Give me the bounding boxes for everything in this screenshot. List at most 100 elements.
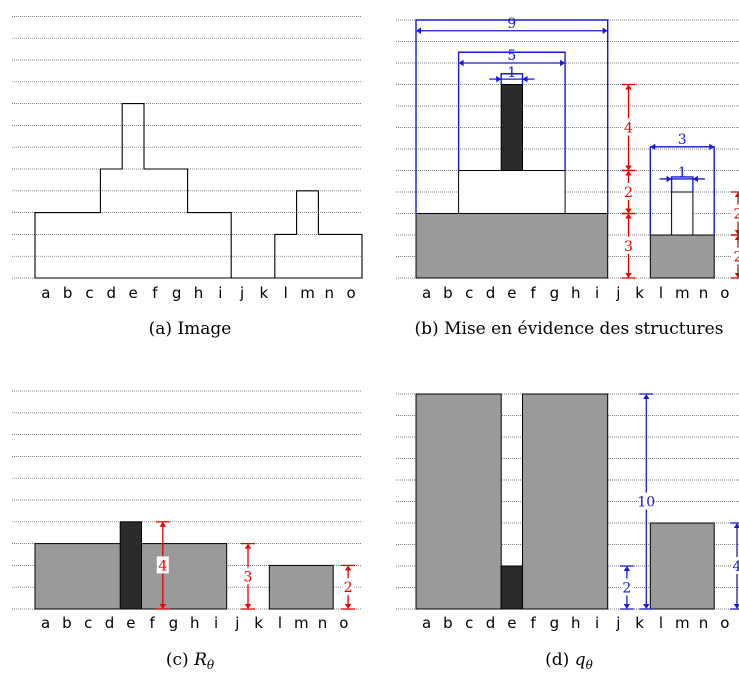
axis-letter: l <box>659 614 663 632</box>
axis-letter: i <box>218 284 222 302</box>
axis-letter: o <box>720 614 729 632</box>
arrow-head <box>692 175 698 183</box>
panel-image: a b c d e f g h i j k l m n o (a) Image <box>12 16 363 339</box>
axis-letter: k <box>635 614 644 632</box>
arrow-head <box>650 143 656 151</box>
dimension-label: 2 <box>624 185 633 201</box>
dimension-label: 3 <box>244 569 253 585</box>
axis-letter: j <box>615 284 620 302</box>
arrow-head <box>496 75 502 83</box>
arrow-head <box>159 521 166 527</box>
caption-symbol: R <box>193 650 207 670</box>
structure-block-base-right <box>649 234 715 279</box>
axis-letter: j <box>239 284 244 302</box>
arrow-head <box>623 604 631 609</box>
q-theta-block-right <box>649 522 715 610</box>
axis-letter: j <box>615 614 620 632</box>
axis-letter: o <box>339 614 348 632</box>
dimension-label: 2 <box>734 207 739 223</box>
r-theta-block-right <box>268 564 334 610</box>
arrow-head <box>709 143 715 151</box>
axis-letter: l <box>278 614 282 632</box>
dimension-label: 1 <box>507 65 516 81</box>
arrow-head <box>344 604 352 609</box>
arrow-head <box>733 523 739 528</box>
axis-letter: a <box>422 614 431 632</box>
arrow-head <box>623 566 631 571</box>
axis-letter: n <box>325 284 335 302</box>
axis-letter: h <box>571 614 581 632</box>
axis-letter: e <box>128 284 137 302</box>
axis-letter: o <box>720 284 729 302</box>
bracket-1-right <box>670 176 694 192</box>
axis-letter: m <box>294 614 309 632</box>
dimension-label-bg <box>732 247 739 265</box>
axis-letter: g <box>172 284 182 302</box>
arrow-head <box>733 604 739 609</box>
caption-symbol: q <box>575 650 586 670</box>
q-theta-block-left <box>415 393 502 610</box>
arrow-head <box>416 27 421 34</box>
axis-letter: l <box>284 284 288 302</box>
dimension-label-bg <box>731 557 739 574</box>
axis-letter: n <box>318 614 328 632</box>
dimension-label-bg <box>342 578 355 596</box>
dimension-label: 1 <box>678 165 687 181</box>
axis-letter: f <box>531 284 537 302</box>
axis-letter: d <box>107 284 117 302</box>
image-profile <box>34 103 363 279</box>
structure-block-peak <box>500 84 524 171</box>
arrow-head <box>244 543 252 549</box>
caption-tag: (a) <box>149 319 178 339</box>
axis-letter: d <box>105 614 115 632</box>
axis-letter: a <box>41 284 50 302</box>
dimension-label: 3 <box>678 132 687 148</box>
arrow-head <box>560 59 566 67</box>
axis-letter: g <box>550 614 560 632</box>
bracket-5 <box>457 51 566 171</box>
arrow-head <box>625 273 632 278</box>
axis-letter: b <box>62 614 72 632</box>
arrow-head <box>666 175 672 183</box>
axis-letter: i <box>595 284 599 302</box>
axis-letter: b <box>443 284 453 302</box>
arrow-head <box>643 394 650 399</box>
dimension-label-bg <box>622 183 635 200</box>
arrow-head <box>625 84 632 90</box>
axis-letter: c <box>465 614 473 632</box>
arrow-head <box>625 213 632 219</box>
dimension-label: 10 <box>637 495 655 511</box>
caption-text: Mise en évidence des structures <box>444 319 723 339</box>
structure-block-base <box>415 213 609 279</box>
axis-letter: m <box>300 284 315 302</box>
dimension-label: 2 <box>344 580 353 596</box>
dimension-label-bg <box>620 578 633 596</box>
axis-letter: d <box>486 614 496 632</box>
axis-letter: k <box>260 284 269 302</box>
arrow-head <box>625 208 632 214</box>
axis-letter: d <box>486 284 496 302</box>
axis-letter: m <box>675 284 690 302</box>
bracket-9 <box>415 19 609 214</box>
axis-letter: k <box>254 614 263 632</box>
axis-letter: k <box>635 284 644 302</box>
axis-letter: i <box>595 614 599 632</box>
arrow-head <box>522 75 528 83</box>
axis-letter: f <box>531 614 537 632</box>
dimension-label: 2 <box>622 581 631 597</box>
dimension-label: 4 <box>624 121 633 137</box>
dimension-label: 9 <box>507 16 516 32</box>
axis-letter: o <box>347 284 356 302</box>
arrow-head <box>734 235 739 240</box>
dimension-label-bg <box>622 118 635 136</box>
axis-letter: m <box>675 614 690 632</box>
arrow-head <box>159 604 166 609</box>
axis-letter: h <box>194 284 204 302</box>
axis-letter: h <box>190 614 200 632</box>
axis-letter: a <box>41 614 50 632</box>
axis-letter: e <box>126 614 135 632</box>
axis-letter: c <box>85 284 93 302</box>
dimension-label-bg <box>156 556 169 574</box>
axis-letter: g <box>550 284 560 302</box>
